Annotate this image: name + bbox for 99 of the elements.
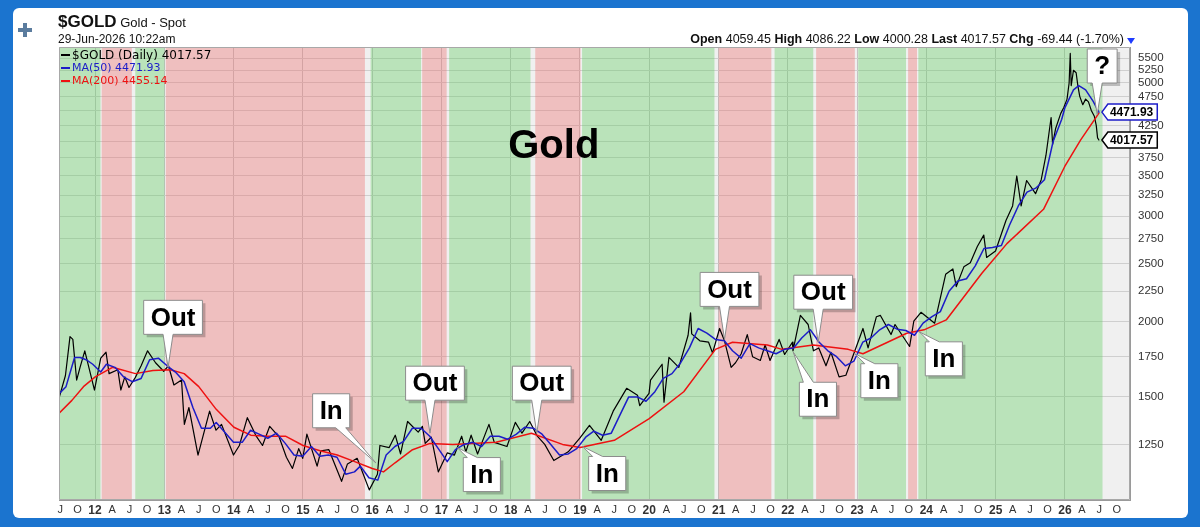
y-tick-label: 2750 xyxy=(1138,232,1164,245)
x-tick-label: J xyxy=(57,502,63,515)
x-tick-label: A xyxy=(1078,502,1087,515)
x-tick-label: O xyxy=(281,502,291,515)
x-tick-label: 23 xyxy=(850,502,865,517)
x-tick-label: O xyxy=(419,502,429,515)
y-tick-label: 2000 xyxy=(1138,315,1164,328)
x-tick-label: O xyxy=(835,502,845,515)
x-tick-label: J xyxy=(750,502,756,515)
y-tick-label: 5250 xyxy=(1138,63,1164,76)
x-tick-label: 12 xyxy=(88,502,103,517)
annotation: In xyxy=(806,383,830,414)
x-tick-label: 17 xyxy=(434,502,449,517)
x-tick-label: J xyxy=(888,502,895,515)
legend-label: MA(200) 4455.14 xyxy=(72,74,168,87)
x-tick-label: A xyxy=(870,502,879,515)
x-tick-label: A xyxy=(939,502,948,515)
y-tick-label: 2500 xyxy=(1138,256,1164,269)
x-tick-label: O xyxy=(211,502,221,515)
x-tick-label: 18 xyxy=(504,502,518,517)
x-tick-label: A xyxy=(177,502,186,515)
annotation: In xyxy=(319,394,343,425)
x-tick-label: J xyxy=(680,502,687,515)
x-tick-label: A xyxy=(732,502,741,515)
x-tick-label: O xyxy=(627,502,637,515)
y-tick-label: 1500 xyxy=(1138,390,1164,403)
x-tick-label: O xyxy=(1043,502,1053,515)
x-tick-label: 20 xyxy=(642,502,657,517)
legend-label: MA(50) 4471.93 xyxy=(72,61,161,74)
x-tick-label: 19 xyxy=(573,502,587,517)
annotation: Out xyxy=(150,301,196,332)
annotation: In xyxy=(867,364,891,395)
x-tick-label: O xyxy=(973,502,983,515)
data-label: 4471.93 xyxy=(1109,104,1154,119)
x-tick-label: J xyxy=(1096,502,1103,515)
x-tick-label: 16 xyxy=(365,502,380,517)
x-tick-label: O xyxy=(904,502,914,515)
x-tick-label: O xyxy=(350,502,360,515)
annotation: In xyxy=(932,343,956,374)
x-tick-label: O xyxy=(73,502,83,515)
x-tick-label: J xyxy=(403,502,410,515)
y-tick-label: 3250 xyxy=(1138,188,1164,201)
text: Open 4059.45 High 4086.22 Low 4000.28 Last 4017.57 Chg -69.44 (-1.70%) xyxy=(690,32,1124,46)
x-tick-label: J xyxy=(1027,502,1033,515)
y-tick-label: 5000 xyxy=(1138,76,1164,89)
x-tick-label: J xyxy=(819,502,825,515)
y-tick-label: 3000 xyxy=(1138,209,1164,222)
x-tick-label: J xyxy=(334,502,340,515)
x-tick-label: J xyxy=(958,502,964,515)
x-tick-label: A xyxy=(108,502,117,515)
x-tick-label: A xyxy=(316,502,325,515)
chart-subtitle: $GOLD Gold - Spot xyxy=(58,12,186,31)
x-tick-label: O xyxy=(1112,502,1122,515)
annotation: Out xyxy=(519,367,565,398)
x-tick-label: J xyxy=(611,502,618,515)
annotation: Out xyxy=(707,273,753,304)
x-tick-label: J xyxy=(473,502,479,515)
x-tick-label: A xyxy=(247,502,256,515)
y-tick-label: 4750 xyxy=(1138,89,1164,102)
y-tick-label: 3500 xyxy=(1138,169,1164,182)
y-tick-label: 1750 xyxy=(1138,349,1164,362)
annotation: In xyxy=(595,457,619,488)
x-tick-label: 13 xyxy=(157,502,172,517)
x-tick-label: A xyxy=(593,502,602,515)
y-tick-label: 1250 xyxy=(1138,437,1164,450)
y-tick-label: 3750 xyxy=(1138,151,1164,164)
annotation: ? xyxy=(1094,50,1111,81)
x-tick-label: 26 xyxy=(1058,502,1072,517)
x-tick-label: 22 xyxy=(781,502,795,517)
annotation: Out xyxy=(800,276,846,307)
annotation: In xyxy=(470,458,494,489)
y-tick-label: 4250 xyxy=(1138,118,1164,131)
x-tick-label: J xyxy=(265,502,271,515)
y-tick-label: 5500 xyxy=(1138,51,1164,64)
x-tick-label: A xyxy=(454,502,463,515)
x-tick-label: 25 xyxy=(989,502,1003,517)
x-tick-label: A xyxy=(662,502,671,515)
x-tick-label: O xyxy=(489,502,499,515)
text: Gold xyxy=(508,122,600,167)
y-tick-label: 2250 xyxy=(1138,284,1164,297)
data-label: 4017.57 xyxy=(1109,132,1154,147)
x-tick-label: A xyxy=(385,502,394,515)
x-tick-label: 15 xyxy=(296,502,310,517)
x-tick-label: A xyxy=(1009,502,1018,515)
annotation: Out xyxy=(412,367,458,398)
x-tick-label: O xyxy=(558,502,568,515)
text: 29-Jun-2026 10:22am xyxy=(58,32,176,46)
x-tick-label: J xyxy=(126,502,133,515)
x-tick-label: 14 xyxy=(227,502,241,517)
x-tick-label: A xyxy=(524,502,533,515)
x-tick-label: O xyxy=(696,502,706,515)
legend-label: $GOLD (Daily) 4017.57 xyxy=(72,47,212,62)
x-tick-label: A xyxy=(801,502,810,515)
x-tick-label: J xyxy=(196,502,202,515)
x-tick-label: O xyxy=(142,502,152,515)
x-tick-label: O xyxy=(766,502,776,515)
x-tick-label: J xyxy=(542,502,548,515)
x-tick-label: 21 xyxy=(711,502,726,517)
x-tick-label: 24 xyxy=(919,502,934,517)
